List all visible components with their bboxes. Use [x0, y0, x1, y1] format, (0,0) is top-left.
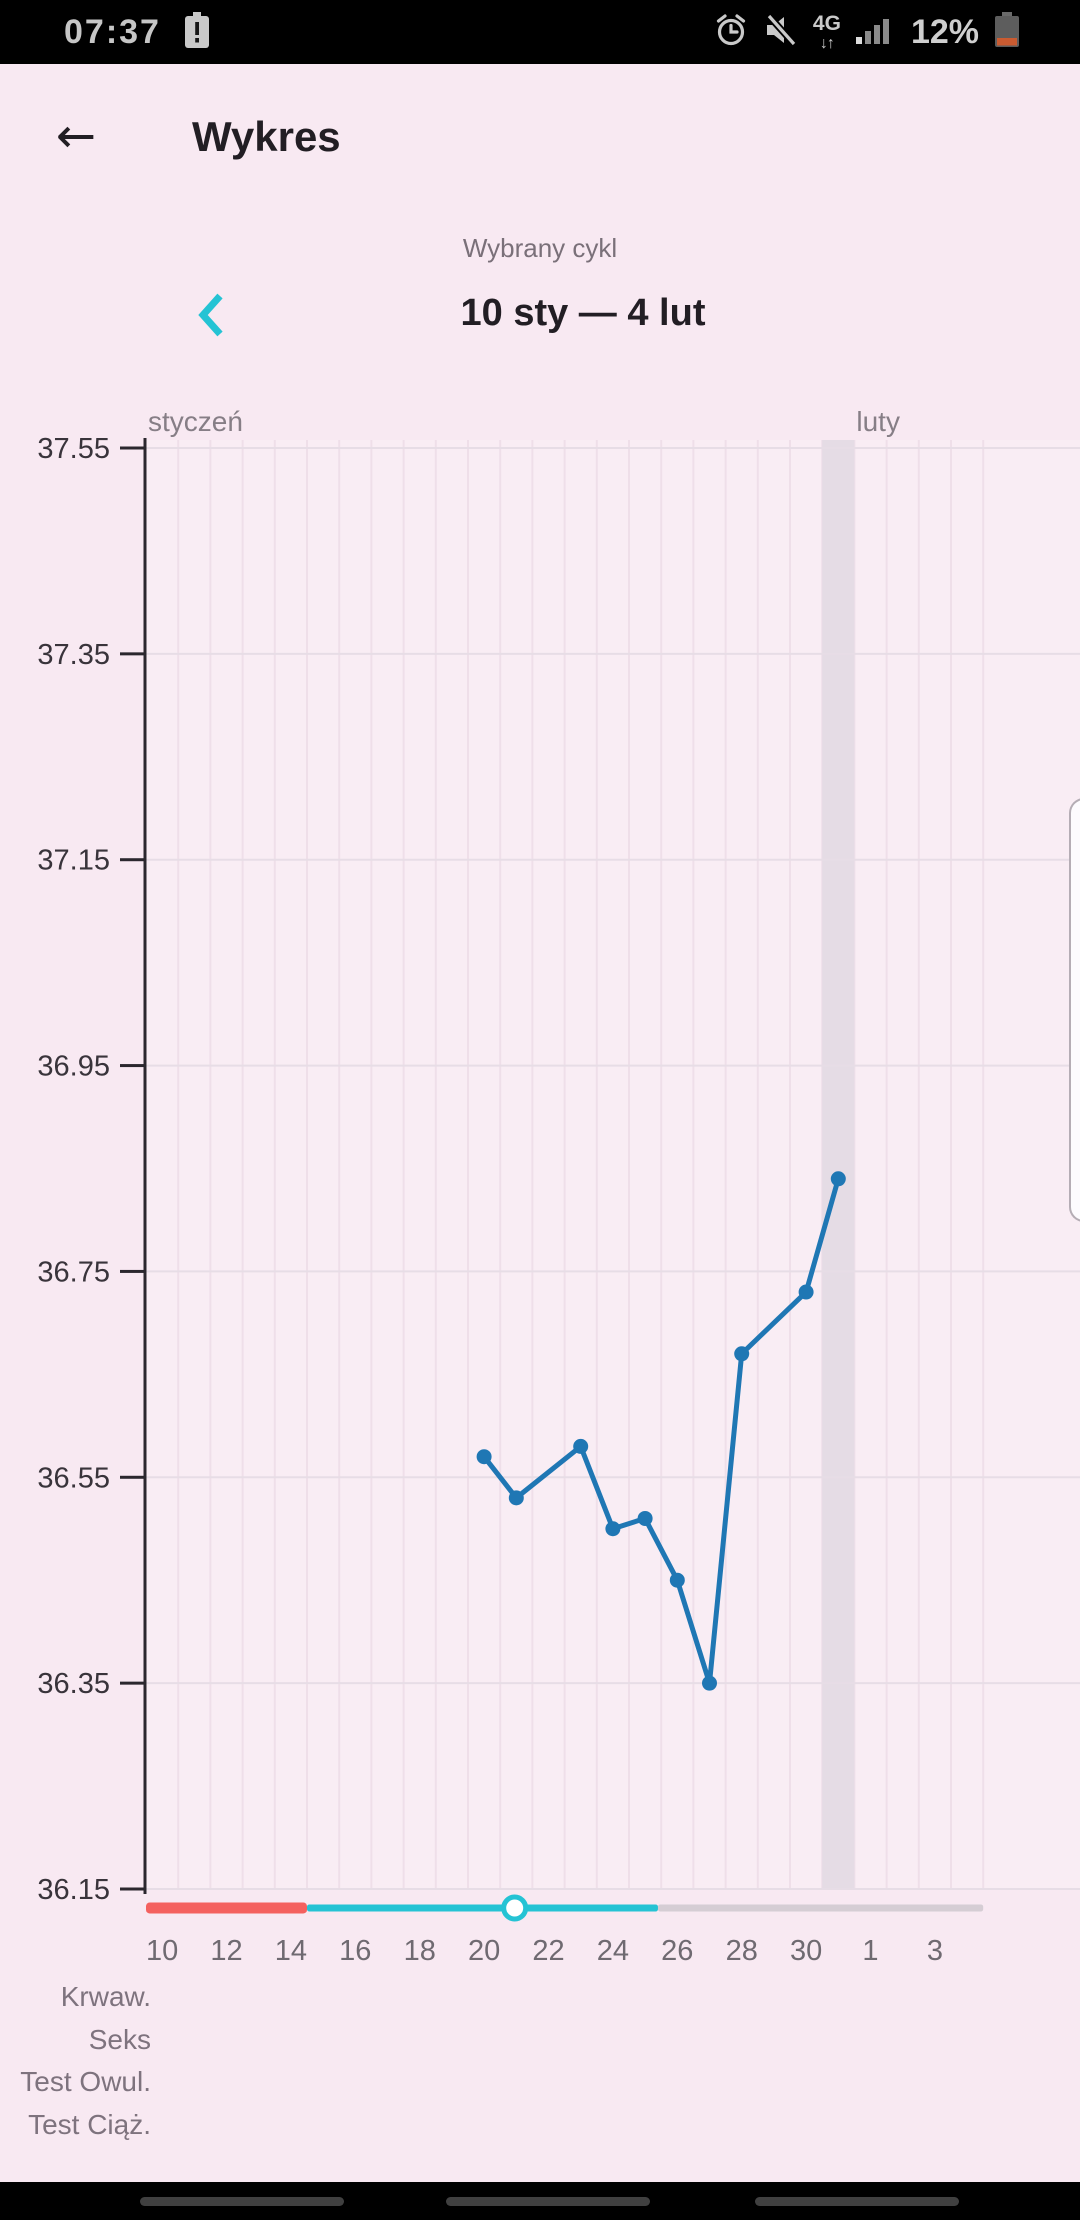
nav-recents-button[interactable]: [140, 2197, 344, 2206]
data-point[interactable]: [798, 1284, 814, 1300]
y-axis-tick: [120, 652, 144, 656]
y-axis-tick: [120, 446, 144, 450]
x-tick-label: 1: [862, 1935, 878, 1967]
temperature-line: [481, 1176, 841, 1686]
x-tick-label: 22: [532, 1935, 564, 1967]
y-tick-label: 36.95: [37, 1051, 110, 1083]
battery-percent: 12%: [910, 12, 979, 51]
data-point[interactable]: [830, 1171, 846, 1187]
status-bar: 07:37: [0, 0, 1080, 64]
y-axis-tick: [120, 1269, 144, 1273]
y-tick-label: 36.55: [37, 1462, 110, 1494]
cycle-date-range: 10 sty — 4 lut: [460, 292, 706, 334]
cycle-slider-handle[interactable]: [501, 1894, 529, 1922]
data-point[interactable]: [702, 1675, 717, 1691]
page-title: Wykres: [192, 113, 341, 160]
x-tick-label: 3: [927, 1935, 943, 1967]
cycle-slider-segment-elapsed[interactable]: [307, 1904, 658, 1912]
prev-cycle-button[interactable]: [196, 291, 226, 339]
status-bar-left: 07:37: [64, 11, 209, 53]
x-tick-label: 16: [339, 1935, 371, 1967]
cycle-slider-segment-period[interactable]: [146, 1902, 307, 1914]
month-label: luty: [856, 406, 900, 437]
y-axis-tick: [120, 1064, 144, 1068]
signal-icon: [855, 15, 890, 50]
mute-icon: [764, 13, 798, 51]
y-axis-tick: [120, 858, 144, 862]
x-tick-label: 14: [275, 1935, 307, 1967]
x-tick-label: 20: [468, 1935, 500, 1967]
x-tick-label: 10: [146, 1935, 178, 1967]
event-rows: Krwaw. Seks Test Owul. Test Ciąż.: [0, 1976, 151, 2146]
month-label: styczeń: [148, 406, 243, 437]
network-4g-icon: 4G ↓↑: [812, 11, 841, 52]
data-point[interactable]: [605, 1521, 621, 1537]
navigation-bar: [0, 2182, 1080, 2220]
nav-back-button[interactable]: [755, 2197, 959, 2206]
battery-alert-icon: [184, 11, 209, 53]
event-row-ovulation-test: Test Owul.: [20, 2066, 151, 2097]
x-tick-label: 12: [210, 1935, 242, 1967]
y-axis-tick: [120, 1887, 144, 1891]
event-row-bleeding: Krwaw.: [60, 1981, 151, 2012]
clock: 07:37: [64, 12, 161, 51]
x-tick-label: 28: [726, 1935, 758, 1967]
y-tick-label: 36.15: [37, 1874, 110, 1906]
data-point[interactable]: [637, 1510, 653, 1526]
data-point[interactable]: [669, 1572, 685, 1588]
alarm-icon: [713, 12, 749, 53]
data-point[interactable]: [573, 1438, 589, 1454]
plot-area: [144, 440, 1080, 1890]
today-highlight-band: [822, 440, 855, 1890]
x-tick-label: 30: [790, 1935, 822, 1967]
status-bar-right: 4G ↓↑ 12%: [713, 11, 1020, 53]
event-row-sex: Seks: [88, 2023, 151, 2055]
back-arrow-icon: ←: [55, 108, 97, 164]
y-tick-label: 37.35: [37, 639, 110, 671]
data-point[interactable]: [508, 1490, 524, 1506]
y-tick-label: 36.35: [37, 1668, 110, 1700]
y-tick-label: 37.15: [37, 845, 110, 877]
battery-icon: [994, 11, 1020, 53]
chevron-left-icon: [198, 293, 223, 337]
y-axis-line: [143, 438, 147, 1894]
cycle-slider-segment-remaining[interactable]: [657, 1904, 984, 1912]
x-tick-label: 26: [661, 1935, 693, 1967]
event-row-pregnancy-test: Test Ciąż.: [28, 2108, 151, 2140]
selected-cycle-label: Wybrany cykl: [462, 233, 618, 263]
x-tick-label: 24: [597, 1935, 629, 1967]
data-point[interactable]: [734, 1346, 750, 1362]
y-tick-label: 36.75: [37, 1256, 110, 1288]
y-axis-tick: [120, 1681, 144, 1685]
x-tick-label: 18: [404, 1935, 436, 1967]
data-point[interactable]: [476, 1449, 492, 1465]
y-tick-label: 37.55: [37, 433, 110, 465]
side-panel-handle[interactable]: [1069, 798, 1080, 1222]
y-axis-tick: [120, 1475, 144, 1479]
nav-home-button[interactable]: [446, 2197, 650, 2206]
back-button[interactable]: ←: [44, 104, 108, 168]
